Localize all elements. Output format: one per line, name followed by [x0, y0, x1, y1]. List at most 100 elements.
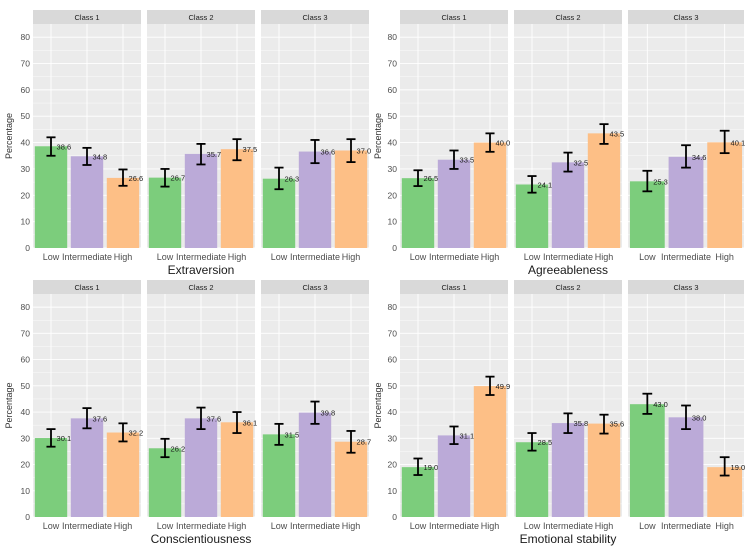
facet-panel-class-1: Class 1 38.6 Low 34.8 Intermediate 26.6 High: [33, 10, 143, 262]
bar-low: [515, 442, 549, 517]
x-tick-label-high: High: [595, 521, 614, 531]
bar-intermediate: [668, 156, 704, 248]
facet-panel-class-3: Class 3 31.5 Low 39.8 Intermediate 28.7 High: [261, 280, 371, 531]
facet-panel-class-3: Class 3 43.0 Low 38.0 Intermediate 19.0 High: [628, 280, 745, 531]
bar-intermediate: [551, 423, 585, 517]
bar-intermediate: [70, 156, 104, 248]
x-tick-label-high: High: [228, 252, 247, 262]
facet-strip: [628, 10, 744, 24]
bar-intermediate: [551, 162, 585, 248]
x-tick-label-low: Low: [639, 521, 656, 531]
bar-high: [220, 422, 254, 517]
y-tick-label: 10: [388, 486, 398, 496]
chart-title: Agreeableness: [528, 263, 608, 277]
data-label-low: 19.0: [424, 463, 439, 472]
data-label-high: 32.2: [129, 429, 144, 438]
y-tick-label: 60: [21, 355, 31, 365]
facet-strip: [261, 10, 369, 24]
data-label-low: 31.5: [285, 430, 300, 439]
bar-low: [629, 404, 665, 517]
bar-intermediate: [668, 417, 704, 517]
facet-strip-label: Class 3: [302, 13, 327, 22]
data-label-intermediate: 33.5: [460, 156, 475, 165]
y-tick-label: 20: [388, 460, 398, 470]
y-tick-label: 80: [388, 302, 398, 312]
data-label-high: 26.6: [129, 174, 144, 183]
x-tick-label-high: High: [228, 521, 247, 531]
chart-title: Extraversion: [168, 263, 235, 277]
x-tick-label-high: High: [715, 252, 734, 262]
y-tick-label: 30: [21, 433, 31, 443]
facet-strip: [400, 280, 508, 294]
bar-low: [262, 434, 296, 517]
data-label-low: 28.5: [538, 438, 553, 447]
bar-intermediate: [437, 435, 471, 517]
y-tick-label: 60: [388, 85, 398, 95]
chart-extraversion: Percentage 0 10 20 30 40 50 60 70 80 Class 1 38.6 Lo…: [4, 10, 371, 277]
y-tick-label: 60: [21, 85, 31, 95]
bar-high: [334, 441, 368, 517]
x-tick-label-high: High: [342, 521, 361, 531]
y-tick-label: 70: [21, 59, 31, 69]
x-tick-label-low: Low: [43, 252, 60, 262]
chart-title: Conscientiousness: [151, 532, 252, 546]
y-tick-label: 70: [388, 328, 398, 338]
y-tick-label: 50: [21, 111, 31, 121]
facet-strip: [514, 10, 622, 24]
y-tick-label: 20: [388, 190, 398, 200]
bar-high: [106, 432, 140, 517]
bar-intermediate: [184, 418, 218, 517]
x-tick-label-low: Low: [271, 252, 288, 262]
data-label-high: 40.0: [496, 139, 511, 148]
facet-panel-class-2: Class 2 28.5 Low 35.8 Intermediate 35.6 High: [514, 280, 624, 531]
data-label-intermediate: 35.7: [207, 150, 222, 159]
data-label-high: 40.1: [731, 138, 746, 147]
facet-strip: [33, 10, 141, 24]
data-label-high: 28.7: [357, 438, 372, 447]
x-tick-label-intermediate: Intermediate: [176, 521, 226, 531]
y-tick-label: 10: [21, 486, 31, 496]
y-tick-label: 70: [388, 59, 398, 69]
facet-strip: [261, 280, 369, 294]
facet-strip-label: Class 2: [555, 13, 580, 22]
facet-strip: [400, 10, 508, 24]
bar-high: [106, 177, 140, 248]
data-label-low: 26.7: [171, 174, 186, 183]
data-label-low: 26.2: [171, 444, 186, 453]
data-label-intermediate: 38.0: [692, 413, 707, 422]
x-tick-label-intermediate: Intermediate: [290, 521, 340, 531]
y-tick-label: 0: [392, 512, 397, 522]
facet-panel-class-1: Class 1 26.5 Low 33.5 Intermediate 40.0 High: [400, 10, 510, 262]
y-axis-title: Percentage: [4, 382, 14, 428]
y-tick-label: 80: [21, 32, 31, 42]
data-label-intermediate: 39.8: [321, 409, 336, 418]
bar-high: [707, 142, 743, 248]
bar-high: [220, 149, 254, 248]
x-tick-label-intermediate: Intermediate: [543, 521, 593, 531]
facet-strip-label: Class 1: [74, 13, 99, 22]
y-tick-label: 0: [25, 512, 30, 522]
x-tick-label-high: High: [481, 252, 500, 262]
x-tick-label-high: High: [342, 252, 361, 262]
x-tick-label-low: Low: [157, 252, 174, 262]
data-label-low: 43.0: [653, 400, 668, 409]
facet-strip-label: Class 1: [441, 13, 466, 22]
x-tick-label-high: High: [114, 252, 133, 262]
y-axis-title: Percentage: [373, 113, 383, 159]
y-tick-label: 0: [25, 243, 30, 253]
bar-high: [587, 423, 621, 517]
bar-intermediate: [298, 412, 332, 517]
data-label-high: 37.5: [243, 145, 258, 154]
bar-low: [148, 177, 182, 248]
y-tick-label: 40: [21, 407, 31, 417]
bar-low: [401, 178, 435, 248]
y-tick-label: 40: [21, 138, 31, 148]
x-tick-label-high: High: [481, 521, 500, 531]
bar-intermediate: [298, 151, 332, 248]
bar-high: [473, 142, 507, 248]
bar-high: [334, 150, 368, 248]
bar-high: [473, 386, 507, 517]
chart-agreeableness: Percentage 0 10 20 30 40 50 60 70 80 Class 1 26.5 Lo…: [373, 10, 745, 277]
